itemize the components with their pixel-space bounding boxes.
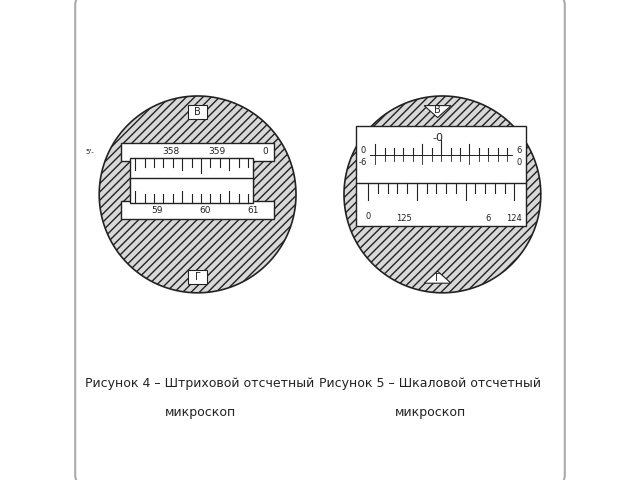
Text: 59: 59 [151, 206, 163, 215]
Text: 125: 125 [396, 214, 412, 223]
Bar [188, 105, 207, 119]
Bar [131, 178, 253, 203]
Polygon shape [424, 106, 451, 118]
Text: -6: -6 [359, 158, 367, 167]
Bar [188, 270, 207, 284]
Text: 0: 0 [516, 158, 522, 167]
Text: Рисунок 4 – Штриховой отсчетный: Рисунок 4 – Штриховой отсчетный [85, 377, 315, 391]
Text: 359: 359 [208, 147, 225, 156]
Text: Г: Г [195, 272, 200, 282]
Text: В: В [434, 106, 441, 115]
Bar [356, 126, 526, 184]
Text: 0: 0 [365, 213, 371, 221]
Text: микроскоп: микроскоп [395, 406, 466, 420]
Text: -0: -0 [432, 133, 443, 143]
Polygon shape [424, 271, 451, 283]
Text: 124: 124 [506, 214, 522, 223]
Text: 6: 6 [516, 146, 522, 155]
Bar [121, 143, 275, 161]
Text: 61: 61 [247, 206, 259, 215]
Bar [121, 201, 275, 219]
Text: 5'-: 5'- [86, 149, 95, 155]
Text: 0: 0 [262, 147, 268, 156]
Text: микроскоп: микроскоп [164, 406, 236, 420]
Bar [131, 158, 253, 185]
Text: 6: 6 [485, 214, 491, 223]
Text: В: В [194, 107, 201, 117]
Polygon shape [344, 96, 541, 293]
Polygon shape [99, 96, 296, 293]
Text: Г: Г [435, 273, 440, 283]
Text: 60: 60 [199, 206, 211, 215]
Text: 0: 0 [360, 146, 366, 155]
Bar [356, 183, 526, 226]
Text: 358: 358 [163, 147, 180, 156]
Text: Рисунок 5 – Шкаловой отсчетный: Рисунок 5 – Шкаловой отсчетный [319, 377, 541, 391]
